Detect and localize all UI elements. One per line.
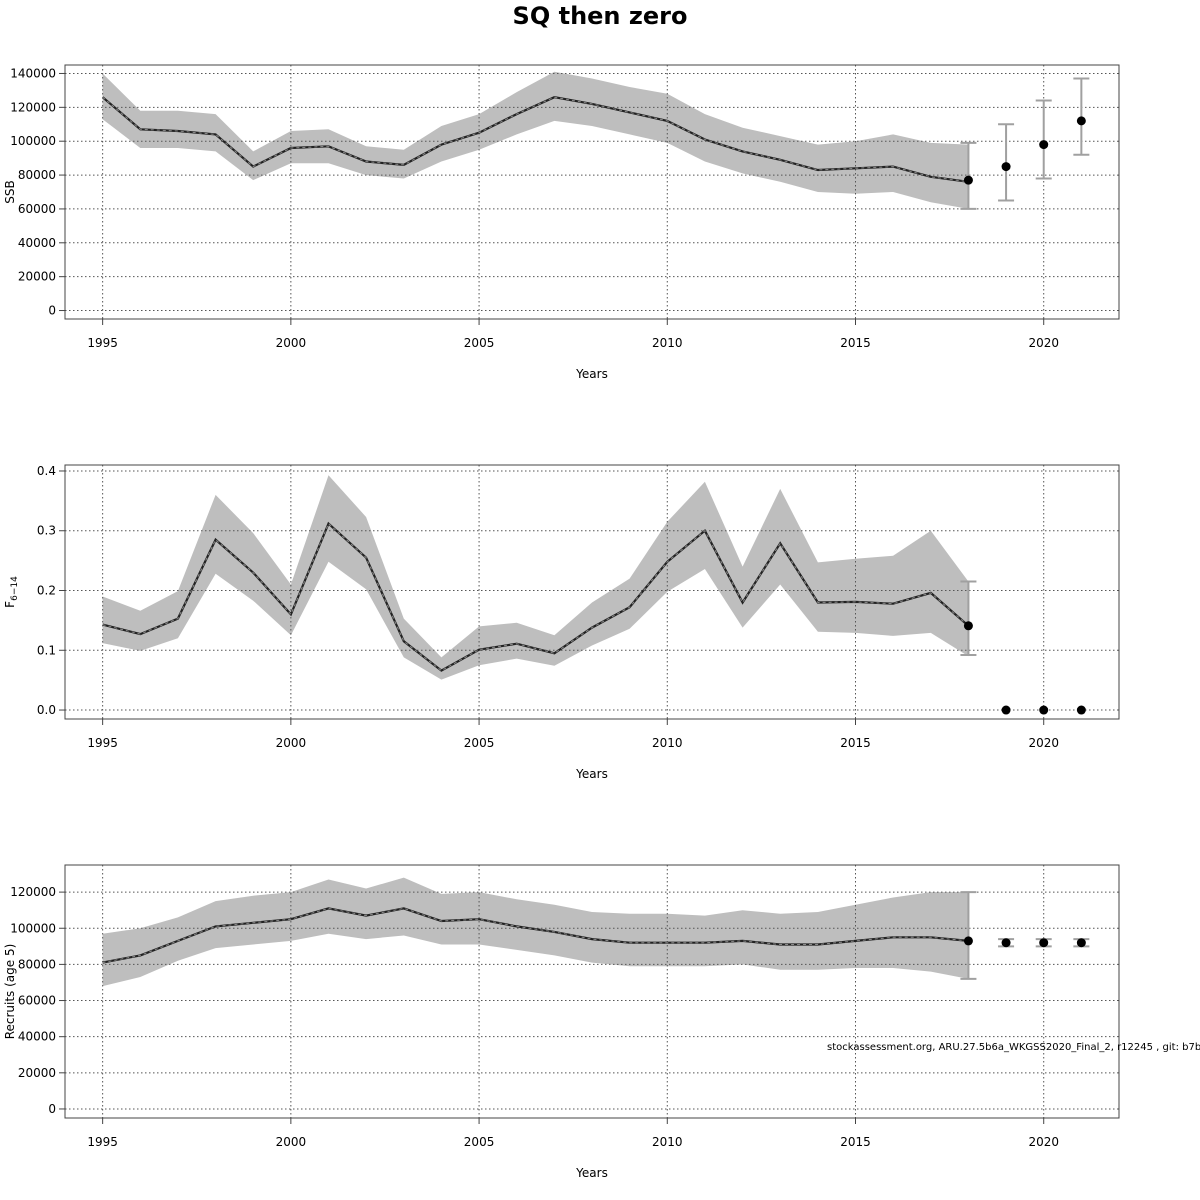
ssb-estimate-line — [101, 96, 969, 183]
ssb-forecast-point-2019 — [1001, 162, 1011, 172]
recruits-xtick-label-2000: 2000 — [276, 1135, 307, 1149]
fbar-panel: 1995 2000 2005 2010 2015 2020 0.0 0.1 0.2 0.3 0.4 Y… — [3, 464, 1120, 781]
fbar-x-axis-title: Years — [575, 767, 608, 781]
recruits-forecast-point-2018 — [963, 936, 973, 946]
recruits-y-axis-title: Recruits (age 5) — [3, 944, 17, 1040]
recruits-forecast-point-2021 — [1076, 938, 1086, 948]
recruits-ytick-label-100000: 100000 — [10, 921, 56, 935]
fbar-forecast-point-2020 — [1039, 705, 1049, 715]
ssb-ytick-label-60000: 60000 — [18, 202, 56, 216]
ssb-xtick-label-2015: 2015 — [840, 336, 871, 350]
ssb-ytick-label-140000: 140000 — [10, 66, 56, 80]
ssb-forecast-point-2021 — [1076, 116, 1086, 126]
recruits-xtick-label-2020: 2020 — [1028, 1135, 1059, 1149]
ssb-plot-frame — [64, 64, 1120, 320]
chart-title: SQ then zero — [513, 2, 688, 30]
recruits-ytick-label-0: 0 — [48, 1102, 56, 1116]
ssb-forecast-point-2018 — [963, 175, 973, 185]
ssb-forecast-point-2020 — [1039, 140, 1049, 150]
recruits-ytick-label-120000: 120000 — [10, 885, 56, 899]
fbar-xtick-label-2015: 2015 — [840, 736, 871, 750]
fbar-confidence-band — [102, 475, 969, 680]
recruits-xtick-label-1995: 1995 — [87, 1135, 118, 1149]
ssb-xtick-label-2020: 2020 — [1028, 336, 1059, 350]
ssb-ytick-label-20000: 20000 — [18, 270, 56, 284]
fbar-forecast-point-2018 — [963, 621, 973, 631]
recruits-xtick-label-2005: 2005 — [464, 1135, 495, 1149]
ssb-y-axis-title: SSB — [3, 180, 17, 203]
ssb-ytick-label-40000: 40000 — [18, 236, 56, 250]
ssb-ytick-label-0: 0 — [48, 304, 56, 318]
fbar-forecast-point-2021 — [1076, 705, 1086, 715]
recruits-xtick-label-2015: 2015 — [840, 1135, 871, 1149]
recruits-confidence-band — [102, 877, 969, 987]
fbar-ytick-label-0.1: 0.1 — [37, 643, 56, 657]
recruits-xtick-label-2010: 2010 — [652, 1135, 683, 1149]
fbar-xtick-label-2020: 2020 — [1028, 736, 1059, 750]
recruits-ytick-label-80000: 80000 — [18, 957, 56, 971]
fbar-y-axis-title: F6−14 — [3, 576, 20, 608]
recruits-forecast-point-2020 — [1039, 938, 1049, 948]
ssb-xtick-label-2005: 2005 — [464, 336, 495, 350]
ssb-x-axis-title: Years — [575, 367, 608, 381]
fbar-ytick-label-0.3: 0.3 — [37, 524, 56, 538]
ssb-ytick-label-100000: 100000 — [10, 134, 56, 148]
recruits-ytick-label-40000: 40000 — [18, 1030, 56, 1044]
fbar-plot-frame — [64, 464, 1120, 720]
recruits-plot-frame — [64, 864, 1120, 1119]
recruits-forecast-point-2019 — [1001, 938, 1011, 948]
ssb-ytick-label-120000: 120000 — [10, 100, 56, 114]
footnote: stockassessment.org, ARU.27.5b6a_WKGSS20… — [827, 1042, 1200, 1053]
ssb-xtick-label-1995: 1995 — [87, 336, 118, 350]
fbar-estimate-line-dash — [102, 522, 969, 672]
fbar-xtick-label-2005: 2005 — [464, 736, 495, 750]
recruits-ytick-label-60000: 60000 — [18, 994, 56, 1008]
recruits-estimate-line-dash — [102, 907, 969, 964]
fbar-ytick-label-0: 0.0 — [37, 703, 56, 717]
recruits-ytick-label-20000: 20000 — [18, 1066, 56, 1080]
fbar-ytick-label-0.4: 0.4 — [37, 464, 56, 478]
fbar-xtick-label-2010: 2010 — [652, 736, 683, 750]
ssb-panel: 1995 2000 2005 2010 2015 2020 0 20000 40000 60000… — [3, 64, 1120, 381]
fbar-xtick-label-1995: 1995 — [87, 736, 118, 750]
fbar-xtick-label-2000: 2000 — [276, 736, 307, 750]
ssb-xtick-label-2000: 2000 — [276, 336, 307, 350]
ssb-ytick-label-80000: 80000 — [18, 168, 56, 182]
recruits-x-axis-title: Years — [575, 1166, 608, 1180]
fbar-forecast-point-2019 — [1001, 705, 1011, 715]
ssb-confidence-band — [102, 71, 969, 209]
panels: 1995 2000 2005 2010 2015 20200200004000060000… — [3, 64, 1120, 1180]
ssb-xtick-label-2010: 2010 — [652, 336, 683, 350]
fbar-ytick-label-0.2: 0.2 — [37, 584, 56, 598]
recruits-panel: 1995 2000 2005 2010 2015 2020 0 20000 40000 60000… — [3, 864, 1120, 1180]
